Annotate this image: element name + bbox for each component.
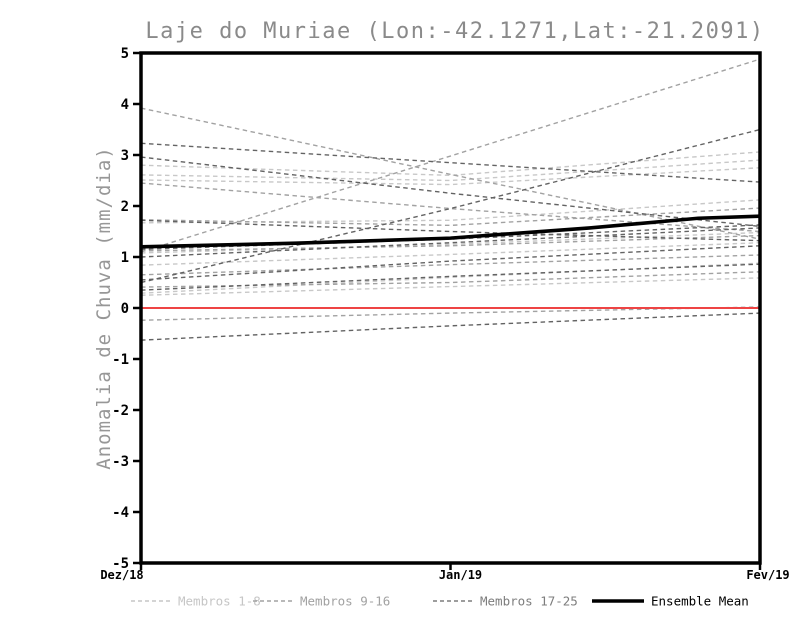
member-line	[140, 156, 761, 228]
member-line	[140, 159, 761, 182]
member-line	[140, 306, 761, 321]
member-line	[140, 231, 761, 254]
y-tick-label: -3	[112, 454, 129, 470]
y-tick-label: 0	[121, 301, 129, 317]
member-line	[140, 142, 761, 183]
member-line	[140, 254, 761, 276]
x-tick-label: Jan/19	[439, 568, 482, 582]
member-line	[140, 199, 761, 224]
legend-label: Membros 17-25	[480, 594, 578, 609]
member-line	[140, 58, 761, 253]
member-line	[140, 128, 761, 284]
y-tick-label: -4	[112, 505, 129, 521]
y-axis-ticks: 5 4 3 2 1 0 -1 -2 -3 -4 -5	[112, 46, 141, 572]
member-line	[140, 224, 761, 251]
ensemble-member-lines	[140, 58, 761, 341]
member-line	[140, 262, 761, 294]
ensemble-mean-line	[140, 214, 761, 249]
member-line	[140, 234, 761, 252]
x-axis-ticks: Dez/18 Jan/19 Fev/19	[100, 563, 790, 582]
y-tick-label: -1	[112, 352, 129, 368]
y-tick-label: -2	[112, 403, 129, 419]
y-tick-label: 3	[121, 148, 129, 164]
member-line	[140, 271, 761, 288]
x-tick-label: Dez/18	[100, 568, 143, 582]
y-tick-label: -5	[112, 556, 129, 572]
y-tick-label: 4	[121, 97, 129, 113]
x-tick-label: Fev/19	[746, 568, 789, 582]
y-tick-label: 5	[121, 46, 129, 62]
member-line	[140, 207, 761, 227]
y-tick-label: 1	[121, 250, 129, 266]
chart-title: Laje do Muriae (Lon:-42.1271,Lat:-21.209…	[145, 19, 764, 44]
member-line	[140, 245, 761, 281]
member-line	[140, 182, 761, 233]
member-line	[140, 263, 761, 291]
legend-label: Membros 9-16	[300, 594, 390, 609]
y-tick-label: 2	[121, 199, 129, 215]
member-line	[140, 242, 761, 266]
legend-label: Ensemble Mean	[651, 594, 749, 609]
member-line	[140, 107, 761, 240]
member-line	[140, 167, 761, 186]
member-line	[140, 219, 761, 242]
legend: Membros 1-8 Membros 9-16 Membros 17-25 Ense…	[131, 594, 749, 609]
legend-label: Membros 1-8	[178, 594, 261, 609]
y-axis-label: Anomalia de Chuva (mm/dia)	[93, 146, 115, 469]
member-line	[140, 277, 761, 296]
member-line	[140, 227, 761, 258]
member-line	[140, 312, 761, 341]
